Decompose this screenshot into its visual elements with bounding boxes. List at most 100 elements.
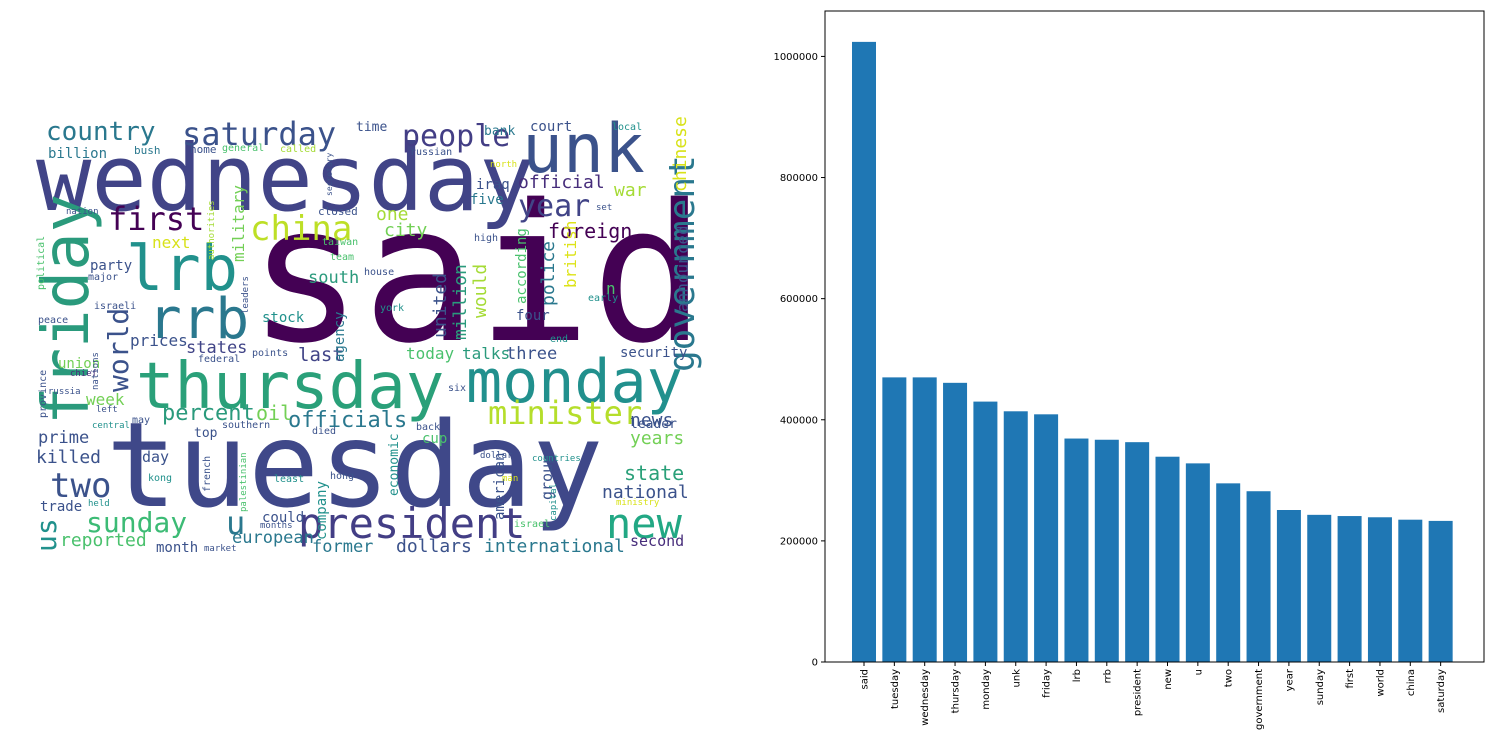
wordcloud-word-month: month bbox=[156, 540, 198, 556]
x-tick-label-year: year bbox=[1284, 668, 1295, 691]
wordcloud-word-group: group bbox=[538, 455, 556, 500]
wordcloud-word-north: north bbox=[490, 160, 517, 170]
bar-sunday bbox=[1307, 514, 1332, 662]
wordcloud-word-early: early bbox=[588, 293, 618, 304]
wordcloud-word-international: international bbox=[484, 536, 625, 557]
bar-president bbox=[1125, 442, 1150, 662]
wordcloud-word-southern: southern bbox=[222, 420, 270, 431]
wordcloud-word-home: home bbox=[190, 143, 217, 156]
wordcloud-word-one: one bbox=[376, 204, 409, 225]
wordcloud-word-official: official bbox=[518, 172, 605, 193]
bar-tuesday bbox=[882, 377, 907, 662]
wordcloud-word-taiwan: taiwan bbox=[322, 237, 358, 248]
wordcloud-word-talks: talks bbox=[462, 344, 510, 363]
wordcloud-word-high: high bbox=[474, 233, 498, 244]
wordcloud-word-secretary: secretary bbox=[325, 152, 334, 196]
wordcloud-word-trade: trade bbox=[40, 499, 82, 515]
wordcloud-word-u: u bbox=[226, 504, 245, 542]
y-tick-label: 1000000 bbox=[773, 52, 818, 63]
y-tick-label: 0 bbox=[812, 658, 818, 669]
x-tick-label-lrb: lrb bbox=[1072, 669, 1083, 682]
bar-first bbox=[1337, 516, 1362, 662]
wordcloud-word-market: market bbox=[204, 544, 237, 554]
wordcloud-word-chinese: chinese bbox=[670, 116, 691, 192]
wordcloud-word-local: local bbox=[612, 122, 642, 133]
wordcloud-word-today: today bbox=[406, 344, 455, 363]
x-tick-label-thursday: thursday bbox=[951, 669, 962, 713]
wordcloud-word-died: died bbox=[312, 426, 336, 437]
wordcloud-word-wednesday: wednesday bbox=[36, 125, 535, 232]
wordcloud-word-israeli: israeli bbox=[94, 301, 136, 312]
wordcloud-word-federal: federal bbox=[198, 354, 240, 365]
wordcloud-word-announced: announced bbox=[673, 225, 692, 312]
x-tick-label-president: president bbox=[1133, 669, 1144, 716]
wordcloud-word-three: three bbox=[506, 344, 557, 364]
wordcloud-word-closed: closed bbox=[318, 205, 358, 218]
wordcloud-word-year: year bbox=[518, 189, 590, 224]
wordcloud-word-countries: countries bbox=[532, 454, 581, 464]
y-tick-label: 200000 bbox=[780, 536, 818, 547]
wordcloud-word-york: york bbox=[380, 303, 404, 314]
wordcloud-word-cup: cup bbox=[422, 431, 447, 447]
bar-new bbox=[1155, 456, 1180, 662]
bar-unk bbox=[1003, 411, 1028, 662]
wordcloud-word-months: months bbox=[260, 521, 293, 531]
y-tick-label: 600000 bbox=[780, 294, 818, 305]
x-tick-label-tuesday: tuesday bbox=[890, 669, 901, 709]
wordcloud-word-thursday: thursday bbox=[136, 350, 444, 424]
wordcloud-word-union: union bbox=[58, 356, 100, 372]
x-tick-label-first: first bbox=[1345, 669, 1356, 689]
bar-friday bbox=[1034, 414, 1059, 662]
wordcloud-word-agency: agency bbox=[332, 311, 348, 362]
wordcloud-word-million: million bbox=[450, 264, 471, 340]
wordcloud-word-held: held bbox=[88, 499, 110, 509]
wordcloud-word-bush: bush bbox=[134, 144, 161, 157]
wordcloud-word-economic: economic bbox=[387, 433, 402, 496]
wordcloud-word-said: said bbox=[248, 164, 706, 385]
wordcloud-word-two: two bbox=[50, 466, 111, 506]
x-tick-label-saturday: saturday bbox=[1436, 669, 1447, 713]
wordcloud-word-day: day bbox=[142, 448, 169, 466]
wordcloud-word-team: team bbox=[330, 252, 354, 263]
wordcloud-word-central: central bbox=[92, 421, 130, 431]
wordcloud-word-company: company bbox=[314, 481, 330, 540]
wordcloud-word-end: end bbox=[550, 334, 568, 345]
plot-frame bbox=[824, 10, 1485, 663]
wordcloud-word-percent: percent bbox=[162, 401, 255, 426]
x-tick-label-rrb: rrb bbox=[1102, 669, 1113, 683]
wordcloud-word-man: man bbox=[502, 474, 518, 484]
wordcloud-word-leader: leader bbox=[630, 417, 677, 432]
wordcloud-word-european: european bbox=[232, 528, 314, 548]
bar-lrb bbox=[1064, 438, 1089, 662]
bar-world bbox=[1367, 517, 1392, 662]
x-tick-label-sunday: sunday bbox=[1315, 669, 1326, 705]
wordcloud-word-friday: friday bbox=[30, 194, 104, 425]
wordcloud-word-hong: hong bbox=[330, 471, 354, 482]
x-tick-label-wednesday: wednesday bbox=[920, 669, 931, 726]
x-tick-label-monday: monday bbox=[981, 669, 992, 710]
wordcloud-word-court: court bbox=[530, 119, 572, 135]
wordcloud-word-killed: killed bbox=[36, 447, 101, 468]
wordcloud-word-unk: unk bbox=[522, 110, 645, 189]
wordcloud-word-war: war bbox=[614, 180, 647, 201]
wordcloud-word-minister: minister bbox=[488, 394, 642, 432]
wordcloud-word-political: political bbox=[36, 236, 47, 290]
wordcloud-word-military: military bbox=[229, 185, 248, 262]
wordcloud-word-time: time bbox=[356, 120, 387, 135]
wordcloud-word-least: least bbox=[274, 474, 304, 485]
wordcloud-word-kong: kong bbox=[148, 473, 172, 484]
wordcloud-word-capital: capital bbox=[549, 483, 559, 521]
bar-thursday bbox=[943, 382, 968, 662]
bar-u bbox=[1185, 463, 1210, 662]
wordcloud-word-government: government bbox=[662, 155, 703, 372]
wordcloud-word-top: top bbox=[194, 426, 218, 441]
wordcloud-word-n: n bbox=[606, 279, 616, 298]
wordcloud-word-next: next bbox=[152, 233, 191, 252]
wordcloud-word-rrb: rrb bbox=[148, 287, 249, 352]
x-tick-label-unk: unk bbox=[1011, 669, 1022, 688]
wordcloud-word-ministry: ministry bbox=[616, 498, 660, 508]
wordcloud-word-back: back bbox=[416, 422, 440, 433]
wordcloud-word-dollar: dollar bbox=[480, 451, 513, 461]
wordcloud-word-united: united bbox=[430, 273, 451, 338]
wordcloud-word-president: president bbox=[298, 499, 526, 548]
